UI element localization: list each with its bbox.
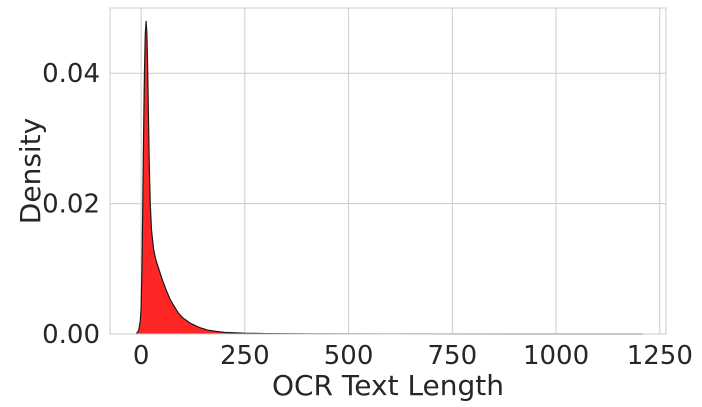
x-tick-label: 500 <box>324 341 374 371</box>
axes-border <box>109 7 667 335</box>
y-tick-label: 0.00 <box>42 320 100 350</box>
y-tick-label: 0.04 <box>42 59 100 89</box>
y-tick-label: 0.02 <box>42 190 100 220</box>
x-tick-label: 1000 <box>523 341 589 371</box>
x-tick-label: 750 <box>427 341 477 371</box>
x-axis-label: OCR Text Length <box>272 369 504 402</box>
x-tick-label: 250 <box>220 341 270 371</box>
density-line <box>135 21 644 335</box>
density-area <box>135 21 644 335</box>
x-tick-label: 1250 <box>627 341 693 371</box>
plot-area <box>110 8 666 334</box>
y-axis-label: Density <box>14 118 47 224</box>
plot-frame <box>109 7 667 335</box>
x-axis-ticks: 0 250 500 750 1000 1250 <box>133 341 693 371</box>
x-tick-label: 0 <box>133 341 150 371</box>
y-axis-ticks: 0.00 0.02 0.04 <box>42 59 100 350</box>
